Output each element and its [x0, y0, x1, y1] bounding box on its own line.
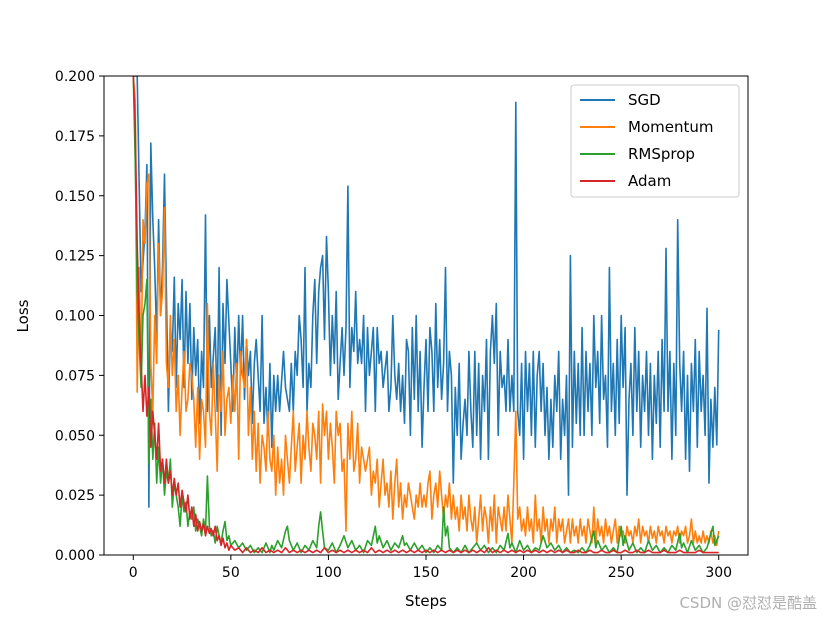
legend-label-adam: Adam — [628, 172, 671, 190]
x-tick-label: 100 — [315, 565, 342, 581]
series-line-sgd — [133, 76, 720, 508]
x-tick-label: 250 — [608, 565, 635, 581]
legend-label-sgd: SGD — [628, 91, 661, 109]
y-tick-label: 0.150 — [55, 189, 95, 205]
x-axis-label: Steps — [405, 592, 447, 610]
x-tick-label: 300 — [705, 565, 732, 581]
x-axis: 0 50 100 150 200 250 300 — [129, 555, 732, 581]
y-tick-label: 0.050 — [55, 428, 95, 444]
x-tick-label: 50 — [222, 565, 240, 581]
x-tick-label: 200 — [510, 565, 537, 581]
y-axis-label: Loss — [14, 299, 32, 332]
series-line-momentum — [132, 76, 720, 547]
y-axis: 0.000 0.025 0.050 0.075 0.100 0.125 0.150 0.175… — [55, 69, 104, 564]
legend-label-rmsprop: RMSprop — [628, 145, 695, 163]
watermark: CSDN @怼怼是酷盖 — [679, 594, 817, 612]
y-tick-label: 0.075 — [55, 368, 95, 384]
y-tick-label: 0.175 — [55, 129, 95, 145]
legend-label-momentum: Momentum — [628, 118, 713, 136]
y-tick-label: 0.100 — [55, 309, 95, 325]
y-tick-label: 0.200 — [55, 69, 95, 85]
legend: SGD Momentum RMSprop Adam — [570, 84, 740, 198]
x-tick-label: 0 — [129, 565, 138, 581]
series-line-adam — [132, 76, 719, 554]
series-layer — [132, 76, 720, 554]
legend-box — [570, 84, 740, 198]
x-tick-label: 150 — [413, 565, 440, 581]
y-tick-label: 0.125 — [55, 249, 95, 265]
y-tick-label: 0.000 — [55, 548, 95, 564]
y-tick-label: 0.025 — [55, 488, 95, 504]
